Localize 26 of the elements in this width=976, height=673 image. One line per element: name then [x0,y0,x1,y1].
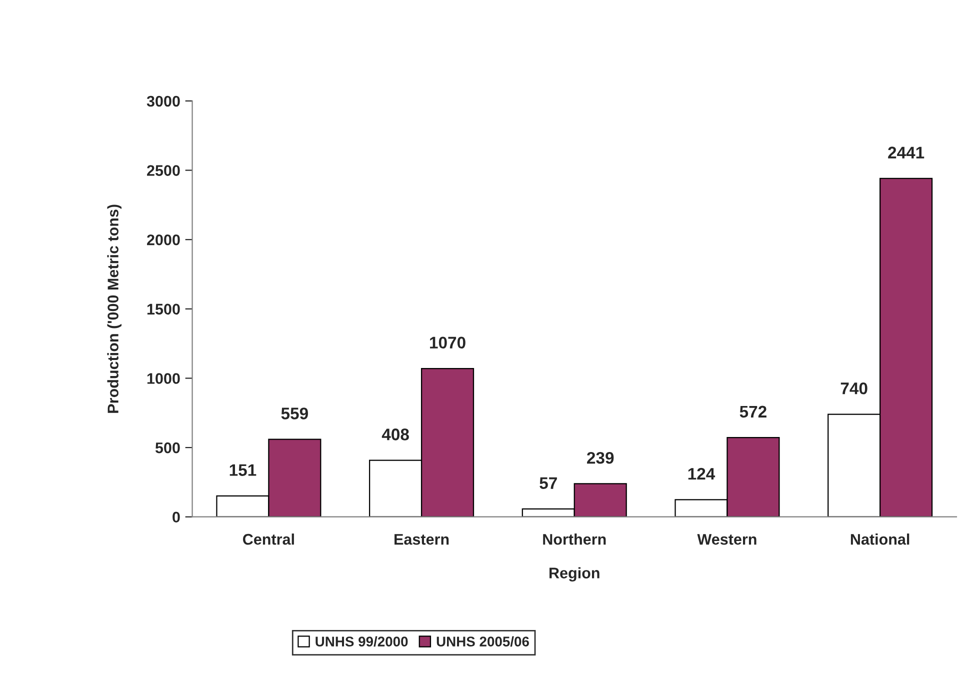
y-axis-title: Production ('000 Metric tons) [107,204,122,413]
data-label: 740 [840,382,868,394]
y-tick-label: 2000 [147,234,180,246]
x-tick-label: Central [243,534,294,545]
y-tick-label: 1500 [147,304,180,315]
x-tick-label: Eastern [394,534,449,545]
y-tick-label: 500 [155,442,180,454]
data-label: 57 [540,477,557,489]
data-label: 559 [281,408,308,420]
y-tick-label: 1000 [147,373,180,384]
y-tick-label: 2500 [147,165,180,176]
data-label: 408 [382,428,409,440]
data-label: 2441 [888,146,924,158]
data-label: 124 [688,468,716,480]
legend-label: UNHS 2005/06 [436,636,529,647]
x-tick-label: Northern [543,534,606,545]
x-tick-label: Western [697,534,756,545]
x-tick-label: National [850,534,910,545]
x-axis-title: Region [550,567,600,582]
data-label: 1070 [430,336,466,349]
data-label: 239 [587,452,614,464]
y-tick-label: 3000 [146,96,180,107]
legend-label: UNHS 99/2000 [316,636,408,647]
y-tick-label: 0 [172,512,180,523]
data-label: 572 [740,406,766,418]
data-label: 151 [230,464,256,476]
